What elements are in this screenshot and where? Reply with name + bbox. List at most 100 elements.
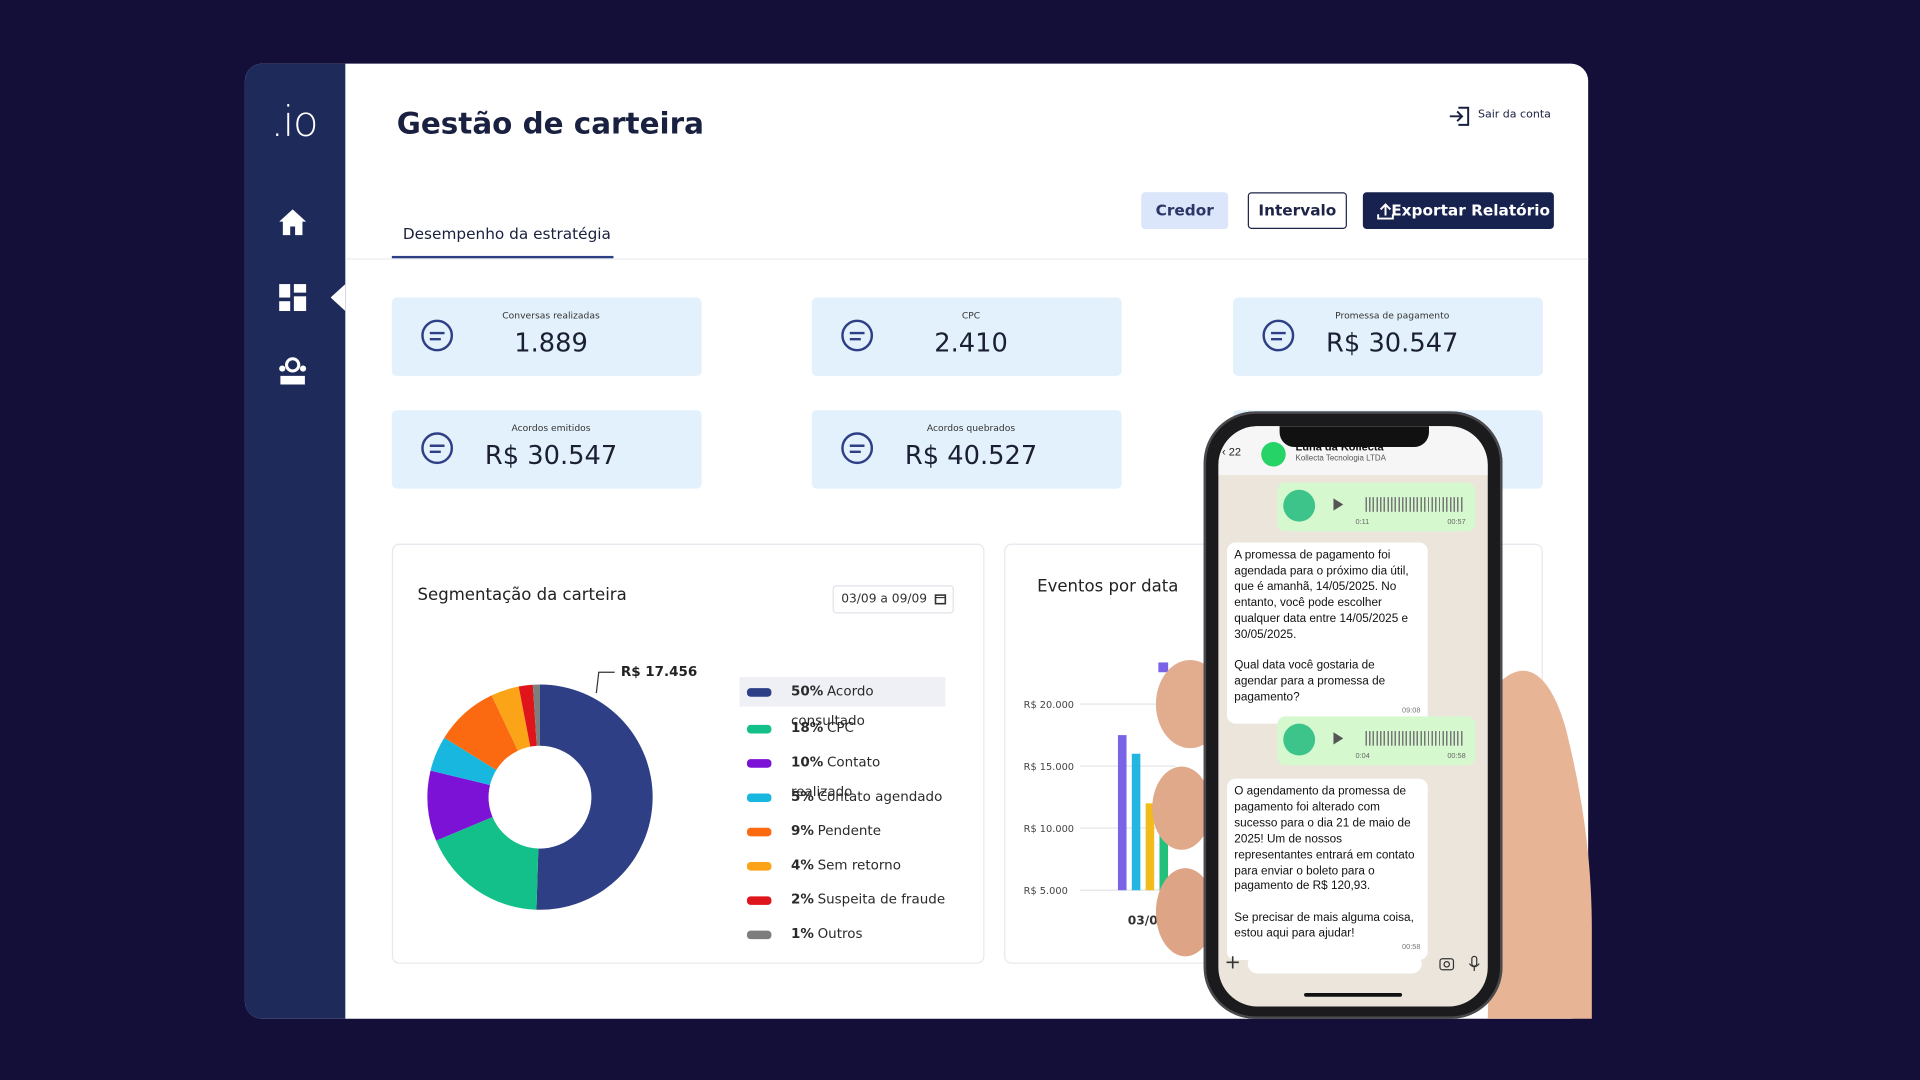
message-time: 00:57: [1447, 519, 1466, 527]
legend-item: 1% Outros: [740, 920, 946, 949]
logout-link[interactable]: Sair da conta: [1477, 108, 1551, 122]
legend-swatch: [746, 793, 772, 803]
calendar-icon: [934, 594, 947, 605]
date-range-input[interactable]: 03/09 a 09/09: [832, 585, 954, 614]
legend-item: 2% Suspeita de fraude: [740, 885, 946, 914]
legend-item: 5% Contato agendado: [740, 782, 946, 811]
back-button[interactable]: ‹ 22: [1222, 445, 1242, 458]
message-time: 00:58: [1402, 944, 1421, 952]
kpi-icon: [421, 432, 454, 465]
legend-percent: 9%: [791, 822, 814, 839]
y-tick-label: R$ 20.000: [1024, 700, 1074, 711]
nav-pointer: [330, 284, 346, 312]
message-paragraph: Qual data você gostaria de agendar para …: [1234, 659, 1386, 705]
kpi-label: CPC: [961, 309, 981, 321]
legend-swatch: [746, 759, 772, 768]
avatar: [1283, 489, 1316, 522]
dashboard-icon[interactable]: [278, 283, 307, 312]
contact-company: Kollecta Tecnologia LTDA: [1295, 454, 1386, 463]
legend-label: CPC: [826, 720, 854, 736]
kpi-card: Acordos quebrados R$ 40.527: [811, 410, 1122, 489]
legend-percent: 50%: [791, 683, 824, 700]
legend-percent: 2%: [791, 891, 814, 908]
attach-button[interactable]: +: [1224, 950, 1241, 974]
phone-screen: ‹ 22 Luna da Kollecta Kollecta Tecnologi…: [1218, 426, 1488, 1007]
kpi-value: R$ 30.547: [1326, 328, 1459, 358]
kpi-label: Promessa de pagamento: [1335, 309, 1450, 321]
bar: [1117, 735, 1127, 891]
audio-message: 0:04 00:58: [1277, 716, 1476, 766]
bar: [1145, 803, 1155, 891]
interval-button[interactable]: Intervalo: [1247, 192, 1347, 229]
legend-label: Suspeita de fraude: [817, 891, 946, 908]
events-title: Eventos por data: [1037, 576, 1179, 597]
pie-annotation: R$ 17.456: [620, 663, 698, 680]
x-tick-label: 03/0: [1128, 913, 1158, 927]
text-message: A promessa de pagamento foi agendada par…: [1226, 542, 1428, 724]
message-input[interactable]: [1247, 953, 1422, 974]
legend-text: 50% Acordo consultado: [791, 677, 945, 736]
pie-slice: [444, 695, 518, 771]
pie-slice: [436, 817, 539, 910]
logout-icon[interactable]: [1449, 105, 1471, 127]
legend-text: 18% CPC: [791, 714, 854, 743]
kpi-label: Acordos quebrados: [926, 422, 1016, 434]
tab-underline: [391, 255, 614, 259]
y-tick-label: R$ 5.000: [1024, 886, 1068, 897]
kpi-card: Acordos emitidos R$ 30.547: [391, 410, 702, 489]
y-tick-label: R$ 15.000: [1024, 762, 1074, 773]
message-time: 00:58: [1447, 753, 1466, 761]
legend-label: Contato realizado: [791, 754, 881, 800]
legend-text: 1% Outros: [791, 920, 862, 949]
legend-item: 50% Acordo consultado: [739, 677, 946, 729]
legend-item: 10% Contato realizado: [740, 748, 946, 800]
kpi-label: Acordos emitidos: [511, 422, 591, 434]
audio-duration: 0:04: [1355, 753, 1370, 761]
team-icon[interactable]: [277, 355, 309, 387]
notch: [1279, 426, 1429, 447]
legend-percent: 4%: [791, 857, 814, 874]
contact-name: Luna da Kollecta: [1295, 440, 1384, 454]
back-count: 22: [1228, 445, 1242, 458]
segmentation-title: Segmentação da carteira: [417, 585, 627, 605]
waveform: [1365, 497, 1464, 512]
export-button[interactable]: Exportar Relatório: [1362, 192, 1554, 229]
pie-slice: [518, 684, 537, 747]
play-button[interactable]: [1333, 732, 1344, 745]
bar: [1131, 753, 1141, 891]
legend-percent: 1%: [791, 925, 814, 942]
kpi-icon: [1262, 319, 1295, 352]
kpi-value: 2.410: [934, 328, 1008, 358]
text-message: O agendamento da promessa de pagamento f…: [1226, 778, 1428, 961]
legend-label: Pendente: [817, 822, 882, 839]
legend-swatch: [746, 724, 772, 734]
legend-swatch: [746, 930, 772, 940]
segmentation-panel: [391, 543, 985, 964]
legend-swatch: [746, 688, 772, 697]
legend-swatch: [1158, 662, 1169, 673]
logo: .io: [270, 97, 319, 147]
audio-duration: 0:11: [1355, 519, 1370, 527]
legend-text: 9% Pendente: [791, 817, 881, 846]
kpi-card: CPC 2.410: [811, 297, 1122, 376]
message-paragraph: A promessa de pagamento foi agendada par…: [1234, 548, 1409, 642]
kpi-icon: [841, 432, 874, 465]
tab[interactable]: Desempenho da estratégia: [402, 224, 611, 243]
legend-text: 4% Sem retorno: [791, 851, 901, 880]
play-button[interactable]: [1333, 498, 1344, 511]
kpi-card: Promessa de pagamento R$ 30.547: [1233, 297, 1543, 376]
y-tick-label: R$ 10.000: [1024, 824, 1074, 835]
bar: [1159, 828, 1169, 891]
pie-slice: [491, 686, 531, 751]
legend-swatch: [746, 862, 772, 871]
creditor-button[interactable]: Credor: [1141, 192, 1229, 229]
kpi-value: R$ 40.527: [904, 440, 1038, 471]
input-icons: [1439, 955, 1480, 972]
kpi-label: Conversas realizadas: [502, 309, 600, 321]
legend-percent: 5%: [791, 788, 814, 805]
legend-percent: 10%: [791, 754, 824, 771]
home-icon[interactable]: [277, 206, 309, 238]
